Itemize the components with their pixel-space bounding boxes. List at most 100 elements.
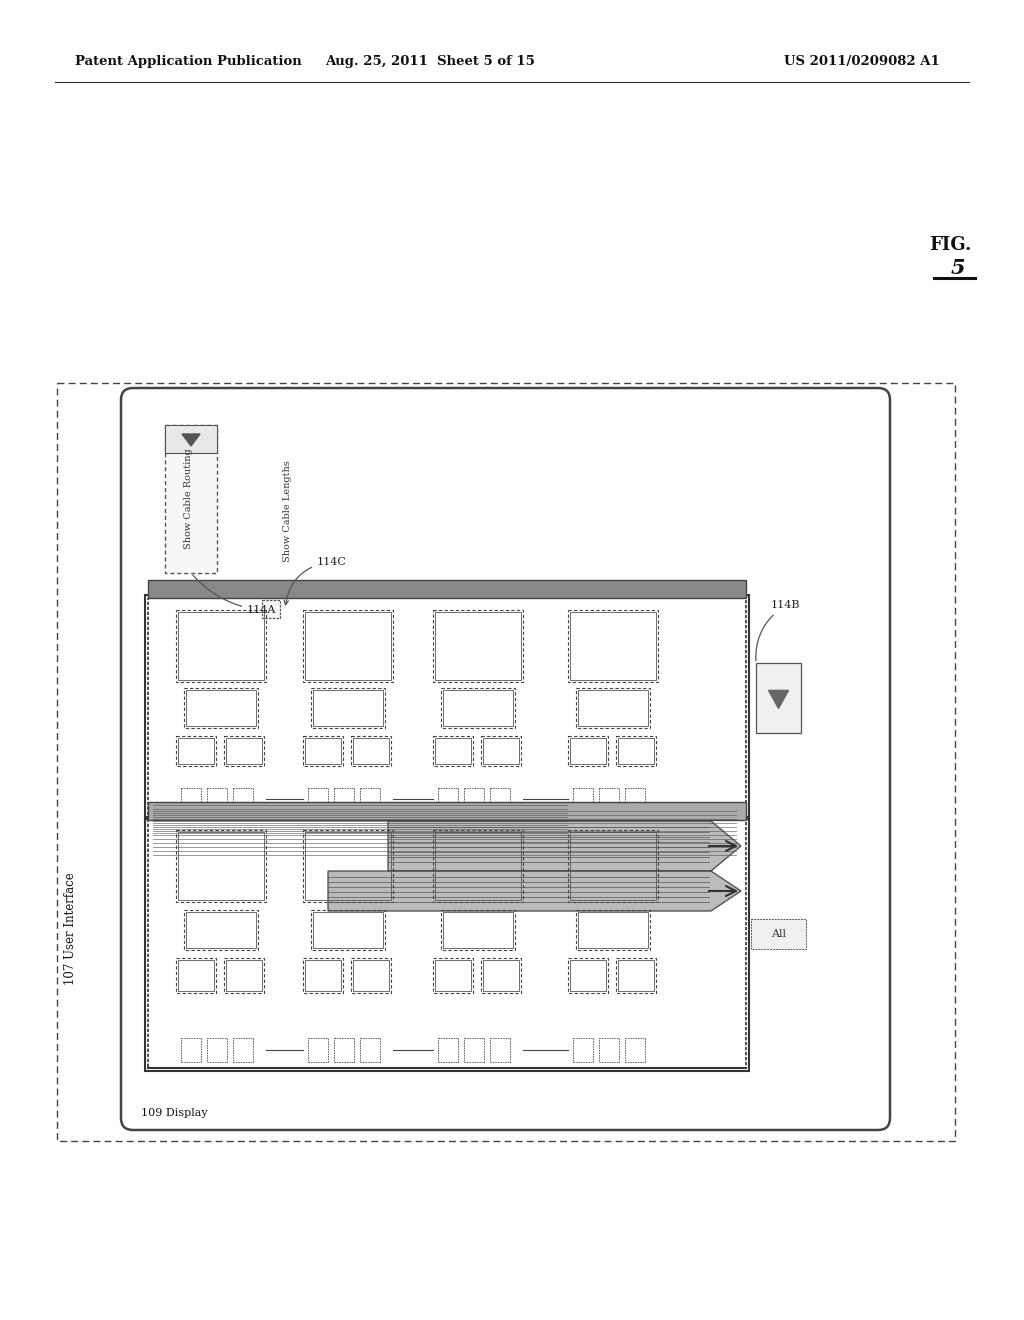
Bar: [433, 737, 473, 766]
Bar: [308, 1038, 328, 1063]
Text: 109 Display: 109 Display: [141, 1107, 208, 1118]
Bar: [353, 738, 389, 764]
Bar: [360, 788, 380, 810]
Bar: [178, 612, 264, 680]
Bar: [303, 610, 393, 682]
Bar: [178, 832, 264, 900]
Bar: [181, 788, 201, 810]
Bar: [184, 688, 258, 729]
Bar: [303, 830, 393, 902]
Bar: [573, 1038, 593, 1063]
Bar: [616, 958, 656, 993]
Text: US 2011/0209082 A1: US 2011/0209082 A1: [784, 55, 940, 69]
Bar: [433, 610, 523, 682]
Bar: [435, 612, 521, 680]
Bar: [233, 1038, 253, 1063]
Bar: [441, 688, 515, 729]
Bar: [184, 909, 258, 950]
Bar: [568, 958, 608, 993]
Bar: [207, 788, 227, 810]
Bar: [57, 383, 955, 1140]
Bar: [443, 690, 513, 726]
Bar: [573, 788, 593, 810]
Bar: [464, 788, 484, 810]
Bar: [435, 832, 521, 900]
Polygon shape: [768, 690, 788, 709]
Bar: [148, 579, 746, 598]
Text: 114C: 114C: [284, 557, 347, 605]
Bar: [625, 788, 645, 810]
Text: 114B: 114B: [756, 601, 801, 660]
Bar: [305, 612, 391, 680]
Bar: [435, 738, 471, 764]
Bar: [568, 830, 658, 902]
Bar: [224, 737, 264, 766]
Bar: [313, 690, 383, 726]
Bar: [226, 960, 262, 991]
Bar: [443, 912, 513, 948]
Bar: [575, 688, 650, 729]
Bar: [311, 909, 385, 950]
Bar: [334, 788, 354, 810]
Bar: [308, 788, 328, 810]
Bar: [186, 690, 256, 726]
Bar: [303, 958, 343, 993]
Text: FIG.: FIG.: [929, 236, 971, 253]
Text: Show Cable Routing: Show Cable Routing: [184, 449, 193, 549]
Text: 5: 5: [950, 257, 966, 279]
Bar: [360, 1038, 380, 1063]
Bar: [351, 737, 391, 766]
Bar: [599, 1038, 618, 1063]
Text: 114A: 114A: [193, 576, 276, 615]
Bar: [165, 425, 217, 573]
Bar: [578, 690, 648, 726]
Bar: [481, 958, 521, 993]
Bar: [433, 830, 523, 902]
Bar: [353, 960, 389, 991]
Bar: [599, 788, 618, 810]
Bar: [148, 598, 746, 816]
Bar: [305, 832, 391, 900]
Bar: [435, 960, 471, 991]
Text: Aug. 25, 2011  Sheet 5 of 15: Aug. 25, 2011 Sheet 5 of 15: [325, 55, 535, 69]
Text: 107 User Interface: 107 User Interface: [63, 873, 77, 985]
Bar: [618, 960, 654, 991]
Bar: [490, 1038, 510, 1063]
Bar: [438, 1038, 458, 1063]
Bar: [441, 909, 515, 950]
Bar: [176, 737, 216, 766]
Bar: [625, 1038, 645, 1063]
Bar: [490, 788, 510, 810]
Bar: [570, 612, 656, 680]
Bar: [181, 1038, 201, 1063]
Bar: [178, 738, 214, 764]
Bar: [570, 960, 606, 991]
Bar: [483, 738, 519, 764]
Bar: [433, 958, 473, 993]
Bar: [186, 912, 256, 948]
Polygon shape: [328, 871, 741, 911]
Bar: [618, 738, 654, 764]
Bar: [616, 737, 656, 766]
Bar: [207, 1038, 227, 1063]
Bar: [224, 958, 264, 993]
Text: Patent Application Publication: Patent Application Publication: [75, 55, 302, 69]
Bar: [165, 425, 217, 453]
Bar: [178, 960, 214, 991]
Polygon shape: [388, 821, 741, 871]
Bar: [148, 803, 746, 820]
Bar: [570, 832, 656, 900]
Bar: [313, 912, 383, 948]
Bar: [481, 737, 521, 766]
Bar: [438, 788, 458, 810]
Bar: [145, 595, 749, 818]
Bar: [568, 610, 658, 682]
Text: Show Cable Lengths: Show Cable Lengths: [283, 459, 292, 562]
Bar: [334, 1038, 354, 1063]
Bar: [578, 912, 648, 948]
Bar: [226, 738, 262, 764]
Bar: [575, 909, 650, 950]
Bar: [145, 817, 749, 1071]
Bar: [756, 664, 801, 734]
Bar: [305, 960, 341, 991]
